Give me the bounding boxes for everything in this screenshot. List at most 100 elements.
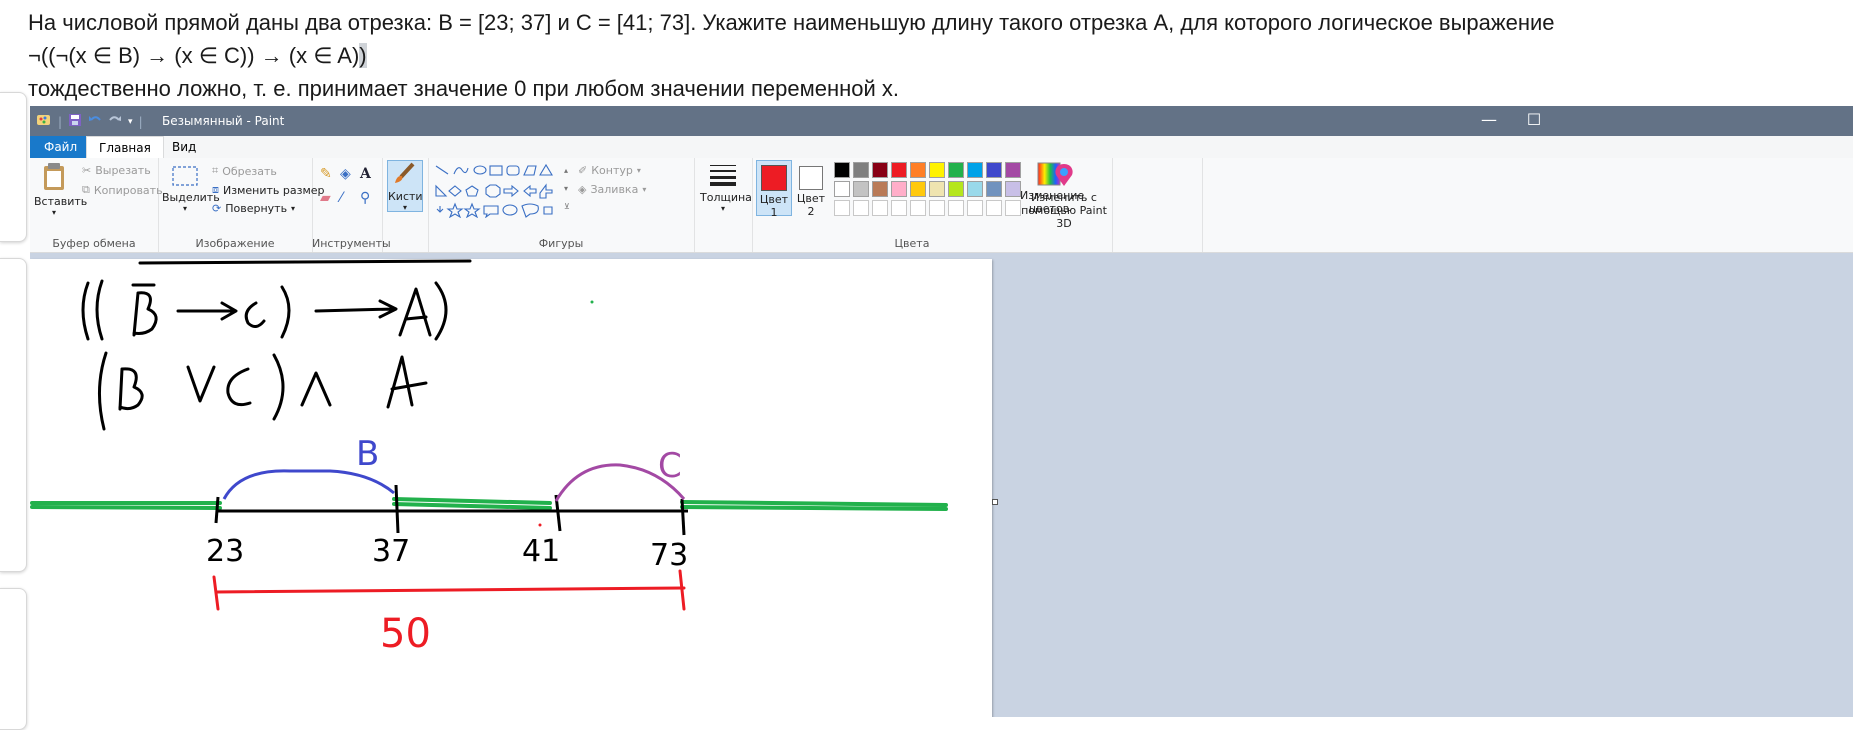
brushes-label: Кисти [388,190,423,203]
color1-button[interactable]: Цвет 1 [756,160,792,219]
task-expression-selection: ) [359,43,367,68]
resize-handle-right[interactable] [992,499,998,505]
divider-icon: | [58,114,63,129]
edit-colors-button[interactable]: Изменение цветов [1020,162,1084,215]
fill-button[interactable]: ◈ Заливка ▾ [578,183,646,196]
letter-c [226,367,252,407]
palette-swatch-custom[interactable] [872,200,888,216]
customize-qat-icon[interactable]: ▾ [128,116,133,127]
palette-swatch-custom[interactable] [853,200,869,216]
palette-swatch[interactable] [872,181,888,197]
letter-b [118,367,144,411]
chevron-down-icon: ▾ [720,204,725,213]
magnifier-icon[interactable]: ⚲ [360,190,371,206]
minimize-button[interactable]: — [1481,110,1497,129]
palette-swatch[interactable] [910,181,926,197]
pencil-icon[interactable]: ✎ [320,166,332,182]
tick-label-23: 23 [206,534,244,569]
select-button[interactable]: Выделить ▾ [162,164,220,213]
palette-swatch[interactable] [1005,162,1021,178]
size-label: Толщина [700,191,752,204]
palette-swatch[interactable] [853,181,869,197]
palette-swatch[interactable] [1005,181,1021,197]
eraser-icon[interactable]: ▰ [320,190,331,206]
shapes-scroll[interactable]: ▴ ▾ ⊻ [564,166,570,211]
handwritten-expression-1 [81,259,472,341]
tab-view[interactable]: Вид [172,140,197,154]
tab-home[interactable]: Главная [86,136,164,159]
edge-card-bottom [0,588,27,730]
text-icon[interactable]: A [360,166,371,182]
paint3d-button[interactable]: Изменить с помощью Paint 3D [1018,162,1110,230]
paint-app-icon[interactable] [36,112,52,131]
palette-swatch[interactable] [967,181,983,197]
quick-access-toolbar: | ▾ | [36,112,143,131]
palette-swatch[interactable] [891,181,907,197]
copy-button[interactable]: ⧉ Копировать [82,183,163,197]
group-shapes: ▴ ▾ ⊻ ✐ Контур ▾ ◈ Заливка ▾ Фигуры [428,158,695,252]
scissors-icon: ✂ [82,164,92,177]
paren-close [280,285,291,339]
task-line-3: тождественно ложно, т. е. принимает знач… [28,76,899,101]
paren-close [272,353,285,421]
redo-icon[interactable] [108,113,122,130]
green-dot [590,300,594,304]
palette-swatch[interactable] [891,162,907,178]
palette-swatch[interactable] [967,162,983,178]
paste-button[interactable]: Вставить ▾ [34,162,87,217]
palette-swatch[interactable] [910,162,926,178]
save-icon[interactable] [68,113,82,130]
palette-swatch-custom[interactable] [967,200,983,216]
size-button[interactable]: Толщина ▾ [700,162,752,213]
palette-swatch[interactable] [948,162,964,178]
palette-swatch[interactable] [986,181,1002,197]
task-expression: ¬((¬(x ∈ B) → (x ∈ C)) → (x ∈ A) [28,43,360,68]
paint3d-label-1: Изменить с [1031,191,1097,204]
paren-open [97,351,108,431]
palette-swatch-custom[interactable] [929,200,945,216]
tick-label-41: 41 [522,534,560,569]
tools-group-label: Инструменты [312,237,391,250]
palette-swatch-custom[interactable] [1005,200,1021,216]
outline-button[interactable]: ✐ Контур ▾ [578,164,641,177]
palette-swatch-custom[interactable] [910,200,926,216]
palette-swatch-custom[interactable] [986,200,1002,216]
resize-button[interactable]: ⧈ Изменить размер [212,183,325,197]
palette-swatch[interactable] [834,162,850,178]
palette-swatch[interactable] [929,181,945,197]
window-title: Безымянный - Paint [162,114,285,128]
palette-swatch[interactable] [948,181,964,197]
tab-file[interactable]: Файл [30,136,92,158]
undo-icon[interactable] [88,113,102,130]
maximize-button[interactable]: ☐ [1526,110,1542,129]
letter-a [386,355,428,409]
palette-swatch-custom[interactable] [834,200,850,216]
rotate-button[interactable]: ⟳ Повернуть ▾ [212,202,295,215]
crop-button[interactable]: ⌗ Обрезать [212,164,277,178]
palette-swatch[interactable] [986,162,1002,178]
handwritten-expression-2 [97,351,428,431]
color2-swatch [799,166,823,190]
cut-button[interactable]: ✂ Вырезать [82,164,151,177]
shapes-gallery[interactable] [434,162,564,218]
task-line-2: ¬((¬(x ∈ B) → (x ∈ C)) → (x ∈ A)) [28,39,1828,72]
group-paint3d: Изменить с помощью Paint 3D [1016,158,1113,252]
color2-label: Цвет [796,192,826,205]
palette-swatch[interactable] [834,181,850,197]
task-text: На числовой прямой даны два отрезка: B =… [28,6,1828,105]
drawing-canvas[interactable]: B C 23 37 41 73 50 [30,259,998,717]
palette-swatch[interactable] [853,162,869,178]
palette-swatch[interactable] [872,162,888,178]
palette-swatch[interactable] [929,162,945,178]
palette-swatch-custom[interactable] [891,200,907,216]
tick-23 [214,496,220,524]
color-picker-icon[interactable]: ⁄ [340,190,343,206]
palette-swatch-custom[interactable] [948,200,964,216]
color2-button[interactable]: Цвет 2 [794,160,828,218]
length-bracket [212,569,686,611]
tick-37 [394,484,400,534]
clipboard-group-label: Буфер обмена [52,237,136,250]
task-line-1: На числовой прямой даны два отрезка: B =… [28,10,1555,35]
fill-bucket-icon[interactable]: ◈ [340,166,351,182]
brushes-button[interactable]: Кисти ▾ [387,160,423,212]
